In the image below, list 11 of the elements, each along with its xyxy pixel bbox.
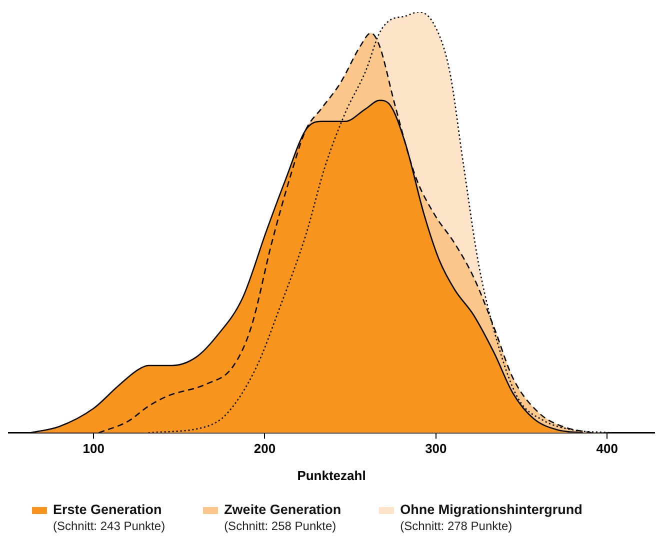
- text: (Schnitt: 258 Punkte): [224, 519, 338, 533]
- x-tick-label: 400: [596, 441, 618, 456]
- text: (Schnitt: 278 Punkte): [400, 519, 514, 533]
- x-tick-label: 200: [254, 441, 276, 456]
- legend-label: Ohne Migrationshintergrund: [400, 502, 582, 517]
- legend-label: Zweite Generation: [224, 502, 342, 517]
- text: (Schnitt: 243 Punkte): [53, 519, 166, 533]
- x-axis-title: Punktezahl: [297, 468, 366, 483]
- x-tick-label: 100: [82, 441, 104, 456]
- legend-label: Erste Generation: [53, 502, 163, 517]
- x-tick-label: 300: [425, 441, 447, 456]
